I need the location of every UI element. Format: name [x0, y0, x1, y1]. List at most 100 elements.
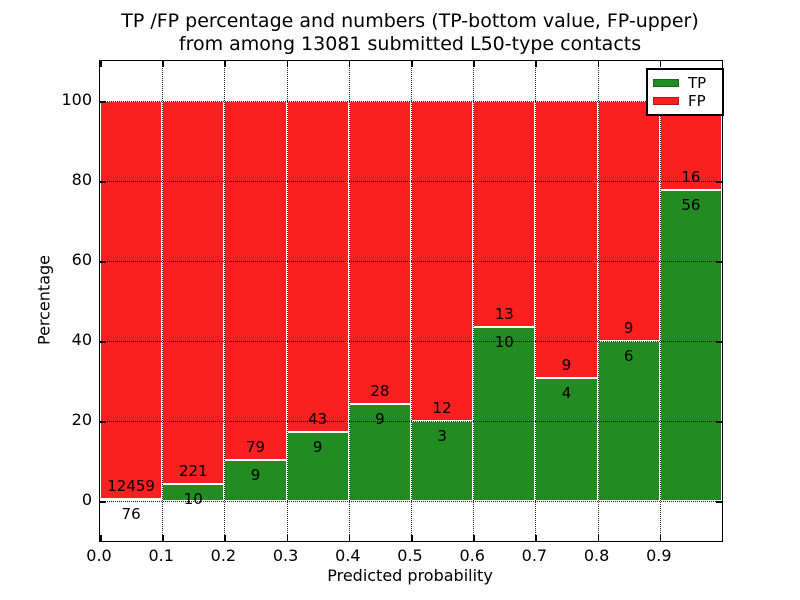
legend-item-fp: FP [653, 93, 717, 109]
bar-segment-fp [286, 101, 349, 432]
bar-label-fp: 12 [432, 399, 452, 417]
bar-segment-fp [100, 101, 163, 499]
bar-segment-fp [597, 101, 660, 341]
bar-label-tp: 9 [375, 409, 385, 428]
bar-segment-fp [473, 101, 536, 328]
bar-label-fp: 221 [178, 461, 208, 480]
bar-label-tp: 9 [250, 466, 261, 485]
y-tick-label: 100 [61, 90, 92, 109]
x-tick-label: 0.0 [86, 546, 112, 565]
x-tick [162, 535, 164, 541]
bar-label-tp: 9 [312, 437, 323, 456]
x-tick [348, 61, 351, 67]
x-tick [286, 61, 289, 67]
y-tick [100, 261, 106, 263]
gridline-vertical [659, 61, 661, 541]
x-tick [411, 535, 413, 541]
bar-segment-tp [473, 327, 536, 501]
x-tick-label: 0.1 [148, 546, 174, 565]
x-tick-label: 0.9 [646, 546, 672, 565]
bar-label-tp: 10 [494, 333, 514, 352]
gridline-vertical [411, 61, 412, 541]
gridline-horizontal [100, 501, 722, 502]
bar-label-fp: 79 [245, 438, 266, 457]
x-tick [473, 535, 475, 541]
plot-area: TP FP 12459 76 221 10 79 9 43 9 28 9 12 3 13 10 9 4 9 6 16… [99, 60, 724, 542]
legend: TP FP [646, 68, 724, 116]
x-tick-label: 0.5 [397, 546, 423, 565]
y-tick [716, 261, 722, 263]
y-tick [100, 501, 106, 503]
bar-label-tp: 76 [121, 504, 141, 523]
bar-segment-tp [224, 460, 287, 501]
gridline-vertical [597, 61, 599, 541]
x-tick-label: 0.7 [521, 546, 548, 565]
fp-color-swatch [653, 97, 679, 106]
x-axis-label: Predicted probability [327, 566, 493, 585]
x-tick-label: 0.2 [210, 546, 237, 565]
bar-label-tp: 4 [561, 383, 572, 402]
tp-color-swatch [653, 78, 679, 87]
x-tick [535, 535, 537, 541]
y-tick [100, 421, 106, 423]
y-tick [100, 101, 106, 103]
bar-label-fp: 13 [494, 305, 514, 324]
x-tick [659, 61, 662, 67]
y-tick-label: 40 [71, 330, 92, 349]
gridline-vertical [224, 61, 226, 541]
x-tick [286, 535, 289, 541]
bar-label-fp: 9 [561, 355, 572, 374]
y-tick [716, 501, 722, 503]
bar-label-fp: 9 [623, 319, 634, 337]
gridline-vertical [286, 61, 288, 541]
gridline-horizontal [100, 101, 722, 102]
gridline-vertical [162, 61, 164, 541]
bar-label-tp: 3 [437, 427, 447, 445]
x-tick-label: 0.8 [583, 546, 610, 565]
y-tick-label: 80 [71, 170, 92, 189]
y-tick-label: 60 [71, 250, 92, 269]
bar-segment-tp [100, 498, 163, 501]
bar-label-fp: 12459 [107, 476, 155, 495]
chart-title-line1: TP /FP percentage and numbers (TP-bottom… [121, 10, 699, 32]
x-tick [473, 61, 475, 67]
chart-title-line2: from among 13081 submitted L50-type cont… [178, 33, 642, 55]
y-tick [716, 181, 722, 183]
y-tick [716, 341, 722, 343]
x-tick [597, 61, 600, 67]
gridline-horizontal [100, 181, 722, 182]
y-tick [716, 421, 722, 423]
gridline-vertical [348, 61, 350, 541]
x-tick-label: 0.3 [272, 546, 299, 565]
legend-label-fp: FP [688, 92, 706, 111]
x-tick-label: 0.6 [459, 546, 485, 565]
bar-segment-tp [286, 431, 349, 501]
x-tick [597, 535, 600, 541]
x-tick-label: 0.4 [335, 546, 361, 565]
bar-segment-fp [348, 101, 411, 404]
y-tick-label: 0 [81, 490, 92, 509]
bar-segment-fp [224, 101, 287, 461]
bar-segment-fp [535, 101, 598, 378]
x-tick [224, 535, 226, 541]
bar-label-fp: 16 [681, 167, 701, 186]
x-tick [100, 535, 102, 541]
x-tick [100, 61, 102, 67]
bar-label-tp: 56 [681, 195, 701, 214]
legend-item-tp: TP [653, 75, 717, 91]
x-tick [659, 535, 662, 541]
gridline-horizontal [100, 421, 722, 422]
bar-segment-fp [162, 101, 225, 484]
gridline-vertical [473, 61, 475, 541]
x-tick [411, 61, 413, 67]
y-tick-label: 20 [71, 410, 92, 429]
y-tick [100, 341, 106, 343]
bar-label-fp: 43 [308, 409, 328, 428]
bar-label-tp: 10 [183, 489, 203, 508]
x-tick [348, 535, 351, 541]
x-tick [535, 61, 537, 67]
gridline-horizontal [100, 341, 722, 342]
gridline-vertical [535, 61, 537, 541]
bar-label-tp: 6 [623, 347, 634, 365]
